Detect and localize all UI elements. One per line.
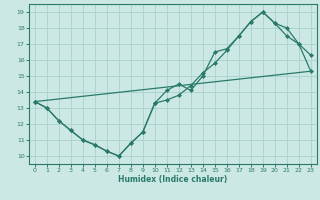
X-axis label: Humidex (Indice chaleur): Humidex (Indice chaleur): [118, 175, 228, 184]
